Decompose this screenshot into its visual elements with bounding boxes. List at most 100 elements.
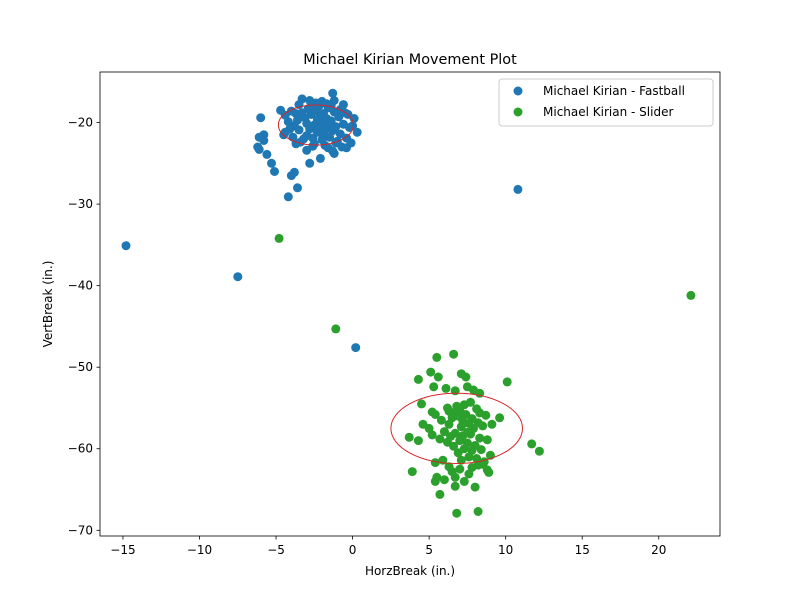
slider-point bbox=[456, 455, 466, 465]
slider-point bbox=[470, 482, 480, 492]
slider-point bbox=[481, 410, 491, 420]
slider-point bbox=[430, 410, 440, 419]
fastball-point bbox=[351, 343, 361, 353]
slider-point bbox=[404, 432, 414, 442]
legend-marker-fastball bbox=[513, 86, 523, 96]
slider-point bbox=[435, 434, 445, 444]
y-tick-label: −40 bbox=[68, 279, 93, 293]
slider-point bbox=[331, 324, 341, 334]
slider-point bbox=[427, 430, 437, 440]
slider-point bbox=[466, 397, 475, 407]
slider-point bbox=[478, 421, 488, 431]
slider-point bbox=[449, 441, 459, 451]
slider-point bbox=[462, 438, 472, 448]
slider-point bbox=[430, 476, 440, 486]
slider-point bbox=[441, 383, 451, 393]
fastball-point bbox=[342, 133, 351, 143]
fastball-point bbox=[256, 113, 266, 123]
plot-frame bbox=[99, 71, 721, 537]
slider-point bbox=[426, 367, 436, 377]
slider-point bbox=[461, 372, 471, 382]
fastball-point bbox=[270, 167, 279, 176]
fastball-point bbox=[283, 192, 293, 202]
slider-point bbox=[487, 419, 497, 429]
chart-title: Michael Kirian Movement Plot bbox=[303, 52, 517, 68]
x-tick-label: 0 bbox=[349, 543, 357, 557]
x-tick-label: 5 bbox=[425, 543, 433, 557]
fastball-point bbox=[348, 121, 358, 131]
legend-box bbox=[498, 78, 714, 127]
fastball-point bbox=[349, 114, 359, 123]
y-axis-title: VertBreak (in.) bbox=[41, 261, 55, 348]
y-tick-label: −70 bbox=[68, 523, 93, 537]
slider-point bbox=[686, 290, 696, 300]
x-tick-label: −10 bbox=[187, 543, 212, 557]
slider-point bbox=[484, 467, 494, 477]
slider-point bbox=[435, 489, 445, 499]
fastball-point bbox=[299, 134, 309, 144]
slider-point bbox=[527, 439, 537, 449]
fastball-point bbox=[289, 167, 299, 177]
fastball-point bbox=[328, 146, 338, 156]
y-tick-label: −20 bbox=[68, 116, 93, 130]
y-tick-label: −30 bbox=[68, 197, 93, 211]
slider-point bbox=[452, 508, 462, 518]
slider-point bbox=[433, 372, 443, 382]
fastball-point bbox=[294, 125, 304, 135]
legend: Michael Kirian - Fastball Michael Kirian… bbox=[498, 78, 714, 127]
slider-point bbox=[495, 413, 505, 423]
fastball-point bbox=[262, 149, 272, 159]
x-tick-label: −15 bbox=[110, 543, 135, 557]
x-tick-label: 10 bbox=[498, 543, 513, 557]
slider-point bbox=[436, 415, 446, 425]
x-axis-ticks: −15 −10 −5 0 5 10 15 20 bbox=[110, 536, 666, 557]
fastball-point bbox=[309, 139, 319, 149]
fastball-point bbox=[285, 124, 295, 134]
y-axis-ticks: −70 −60 −50 −40 −30 −20 bbox=[68, 116, 100, 537]
slider-point bbox=[417, 399, 426, 409]
slider-point bbox=[473, 507, 483, 516]
fastball-point bbox=[328, 88, 338, 98]
fastball-point bbox=[513, 184, 523, 194]
slider-point bbox=[429, 382, 439, 392]
slider-point bbox=[482, 435, 492, 445]
fastball-point bbox=[342, 143, 351, 153]
fastball-point bbox=[314, 101, 324, 111]
slider-point bbox=[450, 472, 460, 482]
fastball-point bbox=[315, 153, 325, 163]
x-tick-label: 15 bbox=[575, 543, 590, 557]
slider-point bbox=[444, 419, 454, 429]
slider-point bbox=[459, 476, 469, 486]
slider-point bbox=[502, 377, 512, 387]
fastball-point bbox=[280, 110, 290, 120]
x-tick-label: 20 bbox=[651, 543, 666, 557]
y-tick-label: −60 bbox=[68, 442, 93, 456]
slider-point bbox=[439, 427, 449, 437]
fastball-point bbox=[267, 158, 276, 168]
legend-label-slider: Michael Kirian - Slider bbox=[543, 105, 673, 119]
fastball-point bbox=[320, 140, 330, 150]
legend-marker-slider bbox=[513, 107, 523, 117]
slider-point bbox=[439, 475, 449, 485]
fastball-point bbox=[233, 272, 243, 282]
slider-point bbox=[430, 458, 440, 468]
fastball-point bbox=[352, 127, 362, 137]
fastball-point bbox=[331, 122, 341, 132]
slider-point bbox=[450, 428, 460, 438]
slider-point bbox=[476, 445, 486, 455]
slider-point bbox=[534, 446, 544, 456]
fastball-point bbox=[338, 100, 348, 110]
x-axis-title: HorzBreak (in.) bbox=[365, 564, 455, 578]
slider-point bbox=[413, 374, 423, 384]
plot-area bbox=[121, 88, 696, 518]
x-tick-label: −5 bbox=[267, 543, 285, 557]
slider-point bbox=[413, 436, 423, 446]
slider-point bbox=[449, 349, 459, 359]
fastball-point bbox=[259, 130, 269, 140]
slider-point bbox=[462, 427, 472, 437]
slider-point bbox=[432, 352, 442, 362]
slider-point bbox=[450, 481, 460, 491]
slider-ellipse bbox=[390, 392, 524, 464]
slider-point bbox=[475, 433, 485, 443]
